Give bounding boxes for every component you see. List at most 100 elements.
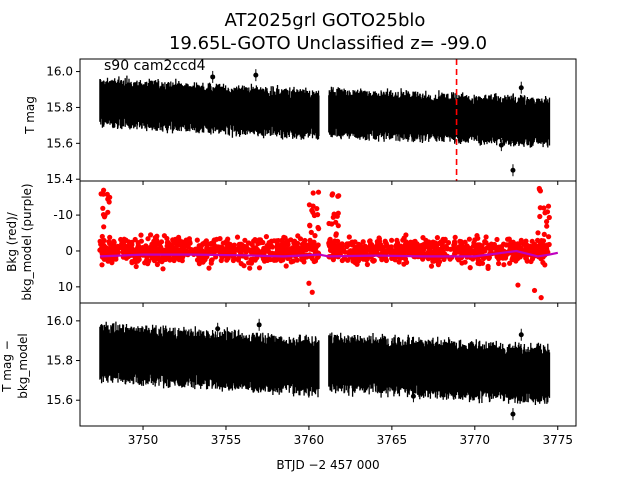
bkg-point xyxy=(424,241,430,247)
bkg-dip-point xyxy=(326,220,332,227)
bkg-point xyxy=(455,257,462,263)
panel-middle: -10 0 10 Bkg (red)/ bkg_model (purple) xyxy=(5,180,577,307)
bkg-point xyxy=(186,236,192,242)
bkg-point xyxy=(295,240,301,246)
bkg-dip-point xyxy=(330,214,336,220)
bkg-point xyxy=(121,239,127,246)
bkg-dip-point xyxy=(98,191,104,197)
bkg-point xyxy=(235,257,241,263)
panel-top-axes: 15.4 15.6 15.8 16.0 xyxy=(46,65,559,186)
bkg-point xyxy=(247,265,253,271)
bkg-dip-point xyxy=(541,231,547,237)
bkg-point xyxy=(544,242,550,248)
bkg-point xyxy=(440,236,446,242)
bkg-point xyxy=(397,248,403,254)
bkg-point xyxy=(395,240,401,246)
bkg-point xyxy=(314,243,320,249)
bkg-point xyxy=(339,244,345,251)
bkg-point xyxy=(291,240,297,246)
bkg-point xyxy=(540,259,546,266)
bkg-point xyxy=(401,261,407,267)
x-axis-label: BTJD −2 457 000 xyxy=(276,458,379,472)
bkg-point xyxy=(176,234,182,240)
bkg-point xyxy=(447,256,453,262)
bkg-point xyxy=(167,257,173,263)
bkg-outlier xyxy=(531,287,538,294)
bkg-point xyxy=(524,246,530,252)
bkg-point xyxy=(154,237,160,243)
bkg-point xyxy=(327,247,334,253)
bkg-point xyxy=(401,244,407,250)
bkg-point xyxy=(171,238,177,244)
bkg-point xyxy=(410,248,416,254)
bkg-point xyxy=(241,263,247,269)
bkg-point xyxy=(452,234,458,240)
bkg-point xyxy=(457,238,463,244)
bkg-point xyxy=(307,237,313,243)
bkg-point xyxy=(408,239,414,245)
bkg-dip-point xyxy=(335,223,341,229)
bkg-point xyxy=(421,245,427,251)
data-point xyxy=(518,85,524,91)
bkg-point xyxy=(408,243,414,249)
bkg-point xyxy=(132,236,138,243)
bkg-point xyxy=(217,236,223,242)
bkg-point xyxy=(290,258,296,264)
bkg-point xyxy=(475,235,481,241)
bkg-dip-point xyxy=(328,240,334,246)
bkg-dip-point xyxy=(312,233,318,239)
bkg-dip-point xyxy=(107,234,113,240)
bkg-point xyxy=(311,258,317,265)
bkg-point xyxy=(145,236,151,242)
bkg-point xyxy=(242,247,248,253)
bkg-point xyxy=(371,257,377,264)
bkg-point xyxy=(187,240,193,246)
bkg-point xyxy=(138,232,144,238)
data-point xyxy=(510,167,516,173)
bkg-dip-point xyxy=(546,214,552,221)
bkg-point xyxy=(206,265,212,271)
bkg-dip-point xyxy=(315,212,321,218)
bkg-point xyxy=(483,240,489,246)
bkg-point xyxy=(466,236,472,242)
panel-top-data xyxy=(99,59,551,181)
x-tick-label: 3760 xyxy=(294,433,325,447)
panel-middle-ylabel-2: bkg_model (purple) xyxy=(20,183,34,300)
bkg-point xyxy=(295,233,301,239)
bkg-point xyxy=(433,257,439,263)
bkg-model-line xyxy=(99,249,559,258)
bkg-point xyxy=(433,246,439,252)
x-tick-label: 3750 xyxy=(128,433,159,447)
bkg-dip-point xyxy=(544,219,550,225)
bkg-dip-point xyxy=(536,185,542,192)
y-tick-label: 15.8 xyxy=(46,100,73,114)
bkg-point xyxy=(528,247,535,254)
bkg-point xyxy=(451,239,458,245)
bkg-point xyxy=(142,260,148,266)
bkg-point xyxy=(488,246,494,253)
bkg-point xyxy=(265,247,271,253)
data-band xyxy=(328,86,551,148)
title-line2: 19.65L-GOTO Unclassified z= -99.0 xyxy=(169,33,487,54)
bkg-point xyxy=(534,248,541,255)
bkg-point xyxy=(158,244,164,250)
bkg-point xyxy=(131,247,137,253)
bkg-point xyxy=(414,248,421,254)
bkg-point xyxy=(148,232,154,238)
bkg-point xyxy=(271,257,277,263)
bkg-outlier xyxy=(309,289,315,295)
bkg-dip-point xyxy=(544,223,550,229)
bkg-point xyxy=(236,241,242,247)
panel-middle-axes: -10 0 10 xyxy=(53,208,559,307)
bkg-point xyxy=(429,249,435,255)
bkg-dip-point xyxy=(309,207,315,213)
bkg-point xyxy=(507,260,513,266)
bkg-point xyxy=(403,239,409,245)
bkg-point xyxy=(512,242,518,249)
data-point xyxy=(510,411,516,417)
bkg-point xyxy=(356,241,362,247)
bkg-point xyxy=(523,255,529,261)
bkg-dip-point xyxy=(105,209,111,215)
bkg-point xyxy=(208,257,214,263)
bkg-point xyxy=(120,249,126,255)
